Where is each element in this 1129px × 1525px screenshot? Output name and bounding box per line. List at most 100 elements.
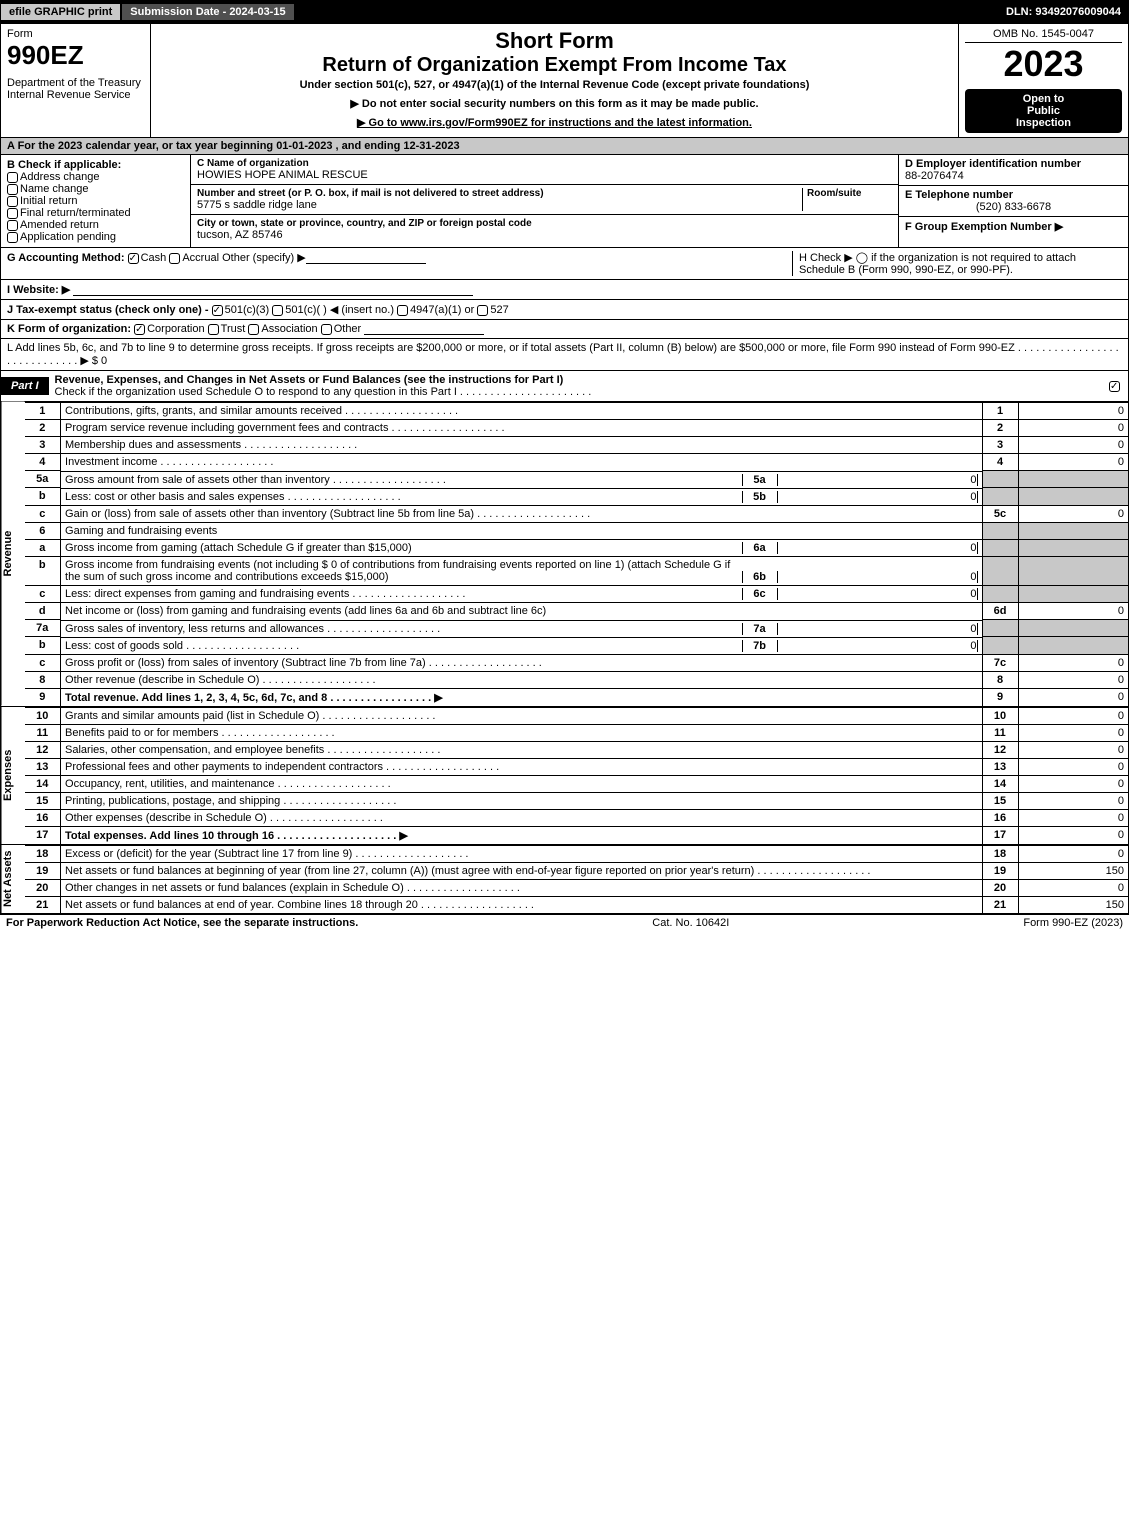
header-right-block: OMB No. 1545-0047 2023 Open to Public In… [958, 24, 1128, 137]
title-short-form: Short Form [157, 28, 952, 54]
org-name-row: C Name of organization HOWIES HOPE ANIMA… [191, 155, 898, 185]
efile-print-label[interactable]: efile GRAPHIC print [0, 3, 121, 21]
irs-link[interactable]: ▶ Go to www.irs.gov/Form990EZ for instru… [357, 117, 752, 129]
line-a: A For the 2023 calendar year, or tax yea… [0, 138, 1129, 155]
footer-form-id: Form 990-EZ (2023) [1023, 917, 1123, 929]
ein-value: 88-2076474 [905, 170, 1122, 182]
checkbox-accrual[interactable] [169, 253, 180, 264]
row-10-desc: Grants and similar amounts paid (list in… [61, 707, 982, 724]
subtitle-ssn: ▶ Do not enter social security numbers o… [157, 97, 952, 110]
website-input[interactable] [73, 284, 473, 296]
checkbox-4947[interactable] [397, 305, 408, 316]
title-return: Return of Organization Exempt From Incom… [157, 54, 952, 77]
row-7b-val: 0 [778, 640, 978, 652]
row-20-desc: Other changes in net assets or fund bala… [61, 879, 982, 896]
checkbox-final-return[interactable]: Final return/terminated [7, 207, 184, 219]
row-16-desc: Other expenses (describe in Schedule O) [61, 809, 982, 826]
expenses-table: 10Grants and similar amounts paid (list … [25, 707, 1128, 844]
submission-date: Submission Date - 2024-03-15 [121, 3, 294, 21]
footer-cat-no: Cat. No. 10642I [358, 917, 1023, 929]
subtitle-code: Under section 501(c), 527, or 4947(a)(1)… [157, 79, 952, 91]
tel-value: (520) 833-6678 [905, 201, 1122, 213]
checkbox-other-org[interactable] [321, 324, 332, 335]
row-6d-val: 0 [1018, 603, 1128, 620]
part-1-tab: Part I [1, 377, 49, 395]
checkbox-amended-return[interactable]: Amended return [7, 219, 184, 231]
city-label: City or town, state or province, country… [197, 218, 892, 229]
row-7a-val: 0 [778, 623, 978, 635]
street-label: Number and street (or P. O. box, if mail… [197, 188, 802, 199]
line-k: K Form of organization: Corporation Trus… [0, 320, 1129, 339]
org-info-grid: B Check if applicable: Address change Na… [0, 155, 1129, 248]
net-assets-block: Net Assets 18Excess or (deficit) for the… [0, 845, 1129, 914]
open-to-public-box: Open to Public Inspection [965, 89, 1122, 133]
checkbox-527[interactable] [477, 305, 488, 316]
row-18-val: 0 [1018, 845, 1128, 862]
row-19-val: 150 [1018, 862, 1128, 879]
expenses-block: Expenses 10Grants and similar amounts pa… [0, 707, 1129, 845]
street-row: Number and street (or P. O. box, if mail… [191, 185, 898, 215]
ein-label: D Employer identification number [905, 158, 1122, 170]
group-exemption-row: F Group Exemption Number ▶ [899, 217, 1128, 236]
form-header: Form 990EZ Department of the Treasury In… [0, 24, 1129, 138]
top-bar: efile GRAPHIC print Submission Date - 20… [0, 0, 1129, 24]
row-21-desc: Net assets or fund balances at end of ye… [61, 896, 982, 913]
row-11-desc: Benefits paid to or for members [61, 724, 982, 741]
row-6-desc: Gaming and fundraising events [61, 522, 982, 539]
row-6a-desc: Gross income from gaming (attach Schedul… [65, 542, 741, 554]
checkbox-corporation[interactable] [134, 324, 145, 335]
row-15-val: 0 [1018, 792, 1128, 809]
row-3-val: 0 [1018, 437, 1128, 454]
form-id-block: Form 990EZ Department of the Treasury In… [1, 24, 151, 137]
row-8-desc: Other revenue (describe in Schedule O) [61, 671, 982, 688]
row-17-val: 0 [1018, 826, 1128, 844]
org-name-label: C Name of organization [197, 158, 892, 169]
open-line3: Inspection [969, 117, 1118, 129]
other-specify-input[interactable] [306, 252, 426, 264]
row-7c-val: 0 [1018, 654, 1128, 671]
checkbox-cash[interactable] [128, 253, 139, 264]
checkbox-name-change[interactable]: Name change [7, 183, 184, 195]
page-footer: For Paperwork Reduction Act Notice, see … [0, 914, 1129, 931]
dln-label: DLN: 93492076009044 [998, 4, 1129, 20]
other-org-input[interactable] [364, 323, 484, 335]
row-9-desc: Total revenue. Add lines 1, 2, 3, 4, 5c,… [61, 688, 982, 706]
checkbox-address-change[interactable]: Address change [7, 171, 184, 183]
checkbox-501c3[interactable] [212, 305, 223, 316]
part-1-header: Part I Revenue, Expenses, and Changes in… [0, 371, 1129, 402]
expenses-side-label: Expenses [1, 707, 25, 844]
row-6b-desc: Gross income from fundraising events (no… [65, 559, 741, 583]
row-14-val: 0 [1018, 775, 1128, 792]
row-7b-desc: Less: cost of goods sold [65, 640, 741, 652]
revenue-side-label: Revenue [1, 402, 25, 706]
dept-label: Department of the Treasury [7, 77, 144, 89]
accounting-method-label: G Accounting Method: [7, 252, 125, 264]
section-def: D Employer identification number 88-2076… [898, 155, 1128, 247]
row-12-val: 0 [1018, 741, 1128, 758]
city-value: tucson, AZ 85746 [197, 229, 892, 241]
line-i: I Website: ▶ [0, 280, 1129, 300]
net-assets-table: 18Excess or (deficit) for the year (Subt… [25, 845, 1128, 913]
part-1-schedule-o-check[interactable] [1103, 377, 1128, 395]
row-12-desc: Salaries, other compensation, and employ… [61, 741, 982, 758]
checkbox-application-pending[interactable]: Application pending [7, 231, 184, 243]
row-6b-val: 0 [778, 571, 978, 583]
row-2-val: 0 [1018, 420, 1128, 437]
tel-row: E Telephone number (520) 833-6678 [899, 186, 1128, 217]
row-14-desc: Occupancy, rent, utilities, and maintena… [61, 775, 982, 792]
checkbox-trust[interactable] [208, 324, 219, 335]
row-6c-desc: Less: direct expenses from gaming and fu… [65, 588, 741, 600]
checkbox-initial-return[interactable]: Initial return [7, 195, 184, 207]
org-name-value: HOWIES HOPE ANIMAL RESCUE [197, 169, 892, 181]
irs-label: Internal Revenue Service [7, 89, 144, 101]
tax-exempt-label: J Tax-exempt status (check only one) - [7, 304, 209, 316]
checkbox-501c[interactable] [272, 305, 283, 316]
line-g: G Accounting Method: Cash Accrual Other … [7, 251, 792, 276]
row-4-val: 0 [1018, 454, 1128, 471]
row-8-val: 0 [1018, 671, 1128, 688]
tax-year: 2023 [965, 43, 1122, 85]
row-11-val: 0 [1018, 724, 1128, 741]
checkbox-association[interactable] [248, 324, 259, 335]
row-6d-desc: Net income or (loss) from gaming and fun… [61, 603, 982, 620]
row-17-desc: Total expenses. Add lines 10 through 16 … [61, 826, 982, 844]
